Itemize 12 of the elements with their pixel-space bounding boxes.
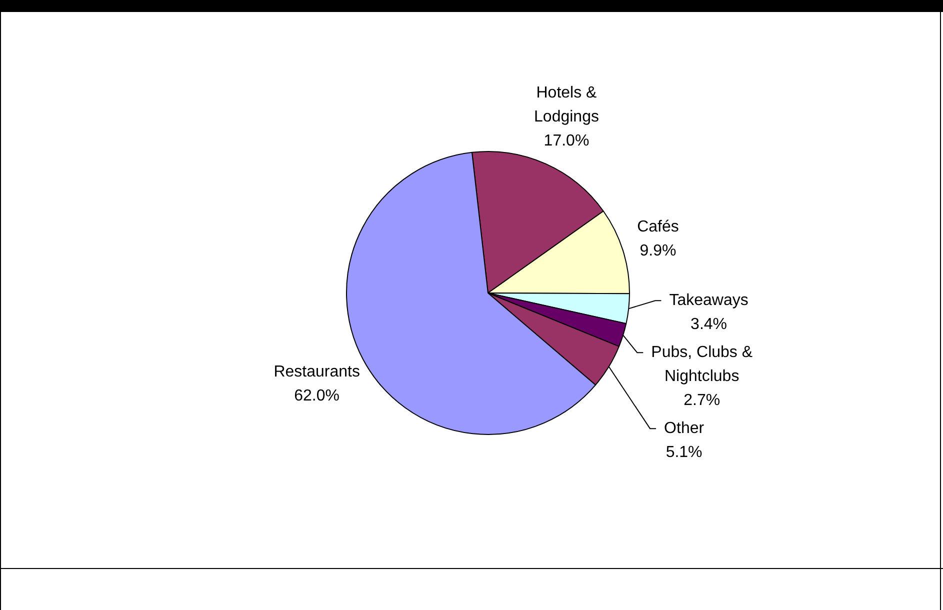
slice-label: Hotels & Lodgings [534, 84, 599, 126]
slice-label: Other [664, 420, 705, 437]
data-label: 5.1% [666, 444, 702, 461]
data-label: 9.9% [640, 242, 676, 260]
slice-label: Takeaways [669, 292, 748, 309]
data-label: 2.7% [684, 392, 720, 409]
data-label: 62.0% [294, 387, 340, 404]
slice-label: Restaurants [274, 363, 360, 380]
data-label: 17.0% [544, 132, 590, 150]
data-label: 3.4% [690, 316, 728, 333]
slice-label: Pubs, Clubs & Nightclubs [651, 344, 753, 385]
slice-label: Cafés [637, 218, 679, 236]
